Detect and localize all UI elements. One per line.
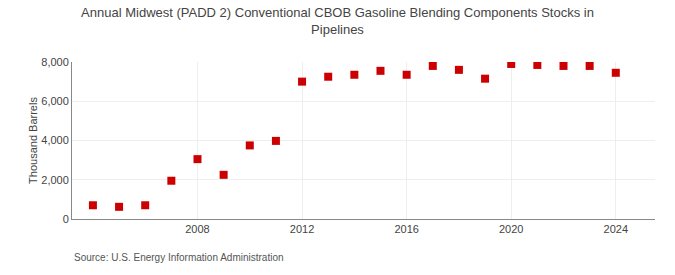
svg-text:Annual Midwest (PADD 2) Conven: Annual Midwest (PADD 2) Conventional CBO… bbox=[81, 5, 594, 37]
svg-text:0: 0 bbox=[63, 213, 69, 225]
svg-text:2008: 2008 bbox=[185, 223, 209, 235]
svg-text:Thousand Barrels: Thousand Barrels bbox=[27, 97, 39, 184]
svg-text:8,000: 8,000 bbox=[41, 56, 69, 68]
svg-text:6,000: 6,000 bbox=[41, 95, 69, 107]
svg-text:2,000: 2,000 bbox=[41, 174, 69, 186]
svg-text:2020: 2020 bbox=[499, 223, 523, 235]
svg-text:2016: 2016 bbox=[394, 223, 418, 235]
svg-text:2024: 2024 bbox=[604, 223, 628, 235]
svg-text:Source: U.S. Energy Informatio: Source: U.S. Energy Information Administ… bbox=[74, 252, 284, 263]
svg-text:2012: 2012 bbox=[290, 223, 314, 235]
svg-text:4,000: 4,000 bbox=[41, 134, 69, 146]
